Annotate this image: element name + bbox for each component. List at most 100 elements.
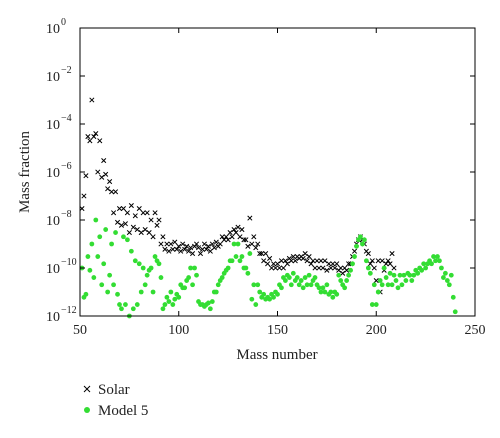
- model-5-point: [397, 272, 403, 278]
- model-5-point: [358, 234, 363, 240]
- solar-point: [391, 265, 397, 271]
- solar-point: [326, 261, 332, 267]
- solar-point: [261, 258, 267, 264]
- model-5-point: [170, 302, 176, 307]
- solar-point: [288, 258, 294, 264]
- model-5-point: [354, 243, 359, 249]
- model-5-point: [377, 278, 383, 283]
- model-5-point: [103, 227, 109, 232]
- model-5-point: [279, 285, 284, 291]
- model-5-point: [365, 265, 371, 271]
- model-5-point: [166, 299, 172, 304]
- model-5-point: [283, 278, 288, 283]
- solar-point: [263, 250, 269, 257]
- y-tick-label: 10: [46, 262, 60, 277]
- model-5-point: [373, 302, 379, 307]
- solar-point: [116, 205, 123, 212]
- solar-point: [312, 265, 318, 271]
- y-axis-title: Mass fraction: [17, 130, 33, 213]
- solar-point: [166, 248, 172, 254]
- model-5-point: [300, 285, 306, 291]
- solar-point: [95, 169, 101, 175]
- model-5-point: [395, 285, 401, 291]
- solar-point: [122, 221, 128, 227]
- solar-point: [107, 178, 113, 185]
- model-5-point: [290, 270, 296, 276]
- solar-point: [138, 229, 144, 236]
- model-5-point: [128, 248, 134, 254]
- solar-point: [300, 255, 306, 262]
- solar-point: [304, 258, 310, 264]
- solar-point: [152, 210, 158, 216]
- solar-point: [101, 157, 107, 164]
- model-5-point: [209, 299, 215, 304]
- solar-point: [79, 205, 85, 212]
- model-5-point: [316, 285, 322, 291]
- model-5-point: [409, 278, 415, 283]
- model-5-point: [219, 275, 225, 280]
- solar-point: [292, 258, 298, 264]
- model-5-point: [83, 291, 89, 297]
- model-5-point: [156, 261, 162, 267]
- model-5-point: [308, 282, 314, 288]
- y-tick-label-exponent: −12: [61, 305, 77, 316]
- model-5-point: [99, 282, 105, 288]
- solar-point: [144, 210, 150, 216]
- solar-point: [112, 189, 119, 195]
- model-5-point: [213, 289, 219, 295]
- y-tick-label-exponent: 0: [61, 17, 66, 28]
- solar-point: [118, 222, 125, 228]
- solar-point: [227, 229, 233, 236]
- model-5-point: [298, 278, 304, 283]
- y-tick-label: 10: [46, 310, 60, 325]
- model-5-point: [267, 296, 272, 302]
- x-axis-title: Mass number: [236, 347, 317, 363]
- model-5-point: [231, 241, 237, 247]
- model-5-point: [182, 285, 188, 291]
- model-5-point: [237, 258, 243, 264]
- legend-model-5-dot: [84, 407, 90, 413]
- plot-area: [79, 97, 458, 319]
- solar-point: [259, 250, 265, 257]
- solar-point: [164, 241, 170, 247]
- model-5-point: [107, 272, 113, 278]
- model-5-point: [389, 282, 395, 288]
- model-5-point: [87, 267, 93, 273]
- solar-point: [365, 250, 371, 257]
- solar-point: [184, 243, 190, 249]
- model-5-point: [186, 275, 192, 280]
- solar-point: [148, 217, 154, 223]
- solar-point: [320, 265, 326, 271]
- solar-point: [130, 224, 136, 230]
- solar-point: [330, 261, 336, 267]
- solar-point: [318, 258, 324, 264]
- x-axis: 50 100 150 200 250: [73, 28, 486, 338]
- model-5-point: [439, 265, 444, 271]
- solar-point: [89, 97, 95, 103]
- model-5-point: [95, 254, 101, 259]
- model-5-point: [105, 289, 111, 295]
- solar-point: [306, 253, 312, 260]
- model-5-point: [121, 234, 126, 240]
- solar-point: [225, 237, 231, 243]
- solar-point: [180, 241, 186, 247]
- model-5-point: [172, 296, 178, 302]
- model-5-point: [160, 306, 166, 312]
- model-5-point: [393, 278, 399, 283]
- solar-point: [324, 267, 330, 273]
- model-5-point: [375, 289, 381, 295]
- y-tick-label: 10: [46, 118, 60, 133]
- solar-point: [253, 245, 259, 251]
- model-5-point: [306, 272, 312, 278]
- solar-point: [272, 265, 279, 271]
- legend-item-solar: Solar: [83, 382, 130, 398]
- y-tick-label: 10: [46, 214, 60, 229]
- model-5-point: [330, 294, 336, 300]
- solar-point: [290, 253, 296, 260]
- model-5-point: [113, 230, 118, 235]
- solar-point: [83, 173, 89, 179]
- model-5-point: [271, 294, 276, 300]
- solar-point: [302, 250, 308, 257]
- model-5-point: [132, 258, 138, 264]
- solar-point: [211, 245, 217, 251]
